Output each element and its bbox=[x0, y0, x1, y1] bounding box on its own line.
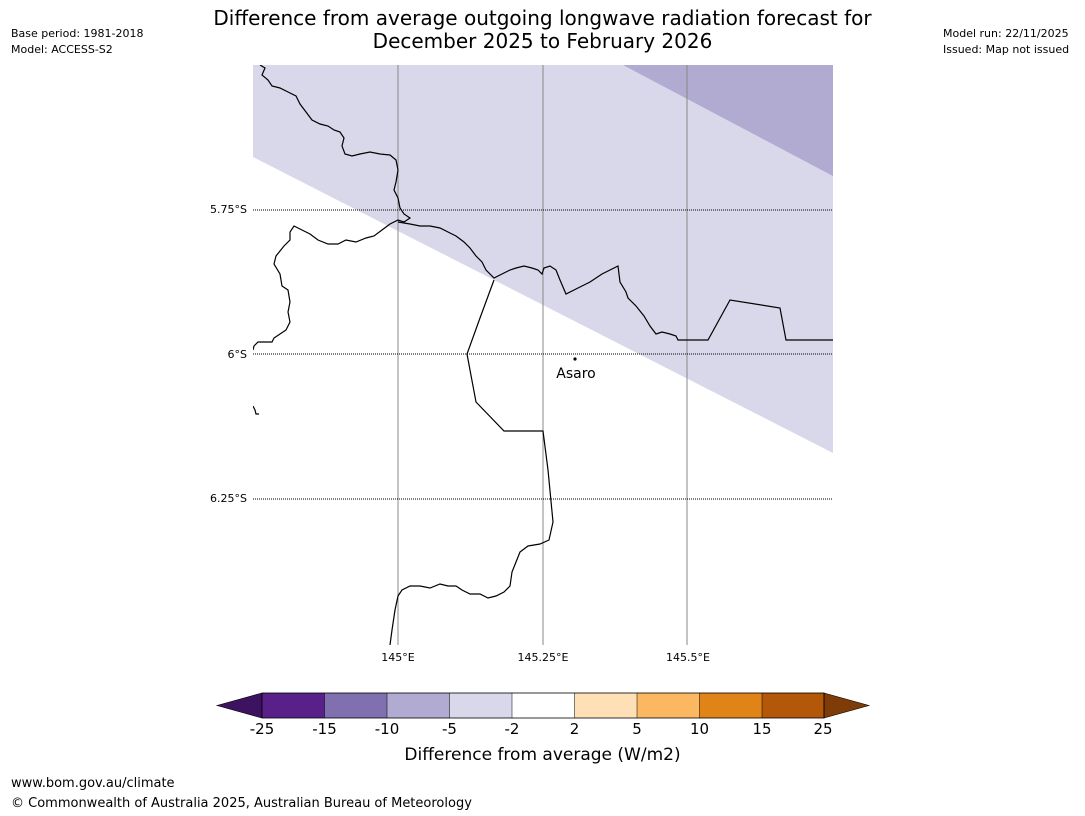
lat-label-6s: 6°S bbox=[228, 348, 247, 361]
colorbar-tick-label: 2 bbox=[569, 720, 580, 738]
lon-label-145-5e: 145.5°E bbox=[666, 651, 710, 664]
asaro-marker bbox=[573, 357, 577, 361]
lon-label-145-25e: 145.25°E bbox=[518, 651, 569, 664]
lat-label-6-25s: 6.25°S bbox=[210, 492, 247, 505]
colorbar-tick-label: 5 bbox=[632, 720, 642, 738]
issued-status: Issued: Map not issued bbox=[943, 43, 1070, 56]
colorbar-tick-label: -25 bbox=[249, 720, 275, 738]
province-boundary-coast-east bbox=[397, 221, 833, 341]
colorbar-segment-7 bbox=[637, 693, 700, 718]
colorbar-segment-1 bbox=[262, 693, 325, 718]
lon-label-145e: 145°E bbox=[381, 651, 414, 664]
colorbar-tick-label: 15 bbox=[752, 720, 772, 738]
colorbar-tick-label: -2 bbox=[504, 720, 520, 738]
map-area: Asaro bbox=[253, 65, 833, 645]
colorbar-frame bbox=[261, 692, 825, 719]
colorbar bbox=[215, 692, 871, 719]
colorbar-segment-4 bbox=[449, 693, 512, 718]
colorbar-segment-8 bbox=[699, 693, 762, 718]
colorbar-title: Difference from average (W/m2) bbox=[404, 745, 681, 765]
province-boundary-north bbox=[253, 65, 412, 351]
colorbar-segment-5 bbox=[512, 693, 575, 718]
colorbar-extend-high bbox=[823, 692, 871, 719]
model-name: Model: ACCESS-S2 bbox=[11, 43, 113, 56]
colorbar-segment-2 bbox=[324, 693, 387, 718]
province-boundary-west-stub bbox=[253, 405, 259, 415]
lat-label-5-75s: 5.75°S bbox=[210, 203, 247, 216]
colorbar-segment-6 bbox=[574, 693, 637, 718]
footer: www.bom.gov.au/climate © Commonwealth of… bbox=[11, 774, 472, 814]
title-line-2: December 2025 to February 2026 bbox=[372, 29, 713, 53]
metadata-left: Base period: 1981-2018 Model: ACCESS-S2 bbox=[11, 26, 143, 58]
map-title: Difference from average outgoing longwav… bbox=[0, 7, 1085, 53]
colorbar-segment-3 bbox=[387, 693, 450, 718]
title-line-1: Difference from average outgoing longwav… bbox=[213, 6, 872, 30]
asaro-label: Asaro bbox=[556, 366, 595, 382]
colorbar-dividers bbox=[324, 693, 763, 718]
anomaly-band-minus10-to-minus5 bbox=[623, 65, 833, 176]
colorbar-tick-label: 10 bbox=[689, 720, 710, 738]
footer-copyright: © Commonwealth of Australia 2025, Austra… bbox=[11, 796, 472, 811]
colorbar-tick-label: -5 bbox=[442, 720, 457, 738]
metadata-right: Model run: 22/11/2025 Issued: Map not is… bbox=[943, 26, 1069, 58]
base-period: Base period: 1981-2018 bbox=[11, 27, 144, 40]
province-boundary-south bbox=[389, 279, 554, 645]
colorbar-tick-label: 25 bbox=[813, 720, 833, 738]
colorbar-tick-label: -10 bbox=[374, 720, 400, 738]
colorbar-segment-9 bbox=[762, 693, 824, 718]
colorbar-tick-label: -15 bbox=[312, 720, 337, 738]
model-run: Model run: 22/11/2025 bbox=[943, 27, 1069, 40]
colorbar-extend-low bbox=[215, 692, 263, 719]
footer-url[interactable]: www.bom.gov.au/climate bbox=[11, 776, 175, 791]
